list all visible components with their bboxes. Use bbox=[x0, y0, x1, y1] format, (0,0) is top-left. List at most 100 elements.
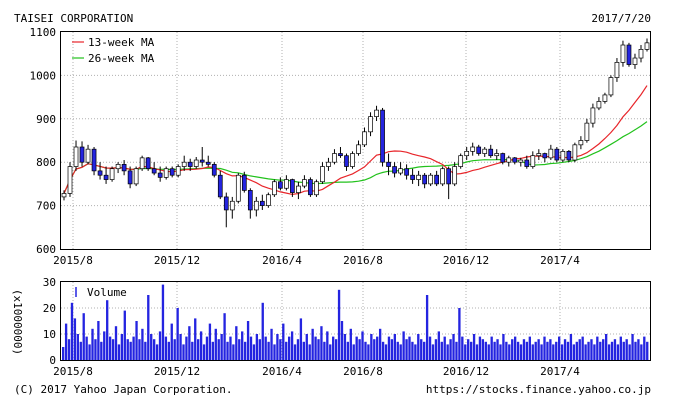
copyright: (C) 2017 Yahoo Japan Corporation. bbox=[14, 383, 233, 396]
volume-bar bbox=[511, 339, 514, 360]
volume-bar bbox=[452, 334, 455, 360]
volume-bar bbox=[513, 336, 517, 360]
volume-bar bbox=[129, 341, 132, 360]
volume-bar bbox=[123, 310, 126, 360]
volume-legend: Volume bbox=[75, 286, 127, 299]
candle-body bbox=[584, 122, 590, 141]
volume-x-tick-label: 2016/12 bbox=[443, 365, 489, 378]
candle-body bbox=[272, 181, 277, 196]
volume-bar bbox=[138, 339, 141, 360]
volume-y-tick-label: 20 bbox=[43, 302, 56, 315]
volume-bar bbox=[396, 341, 399, 360]
volume-bar bbox=[267, 341, 270, 360]
volume-bar bbox=[64, 323, 68, 360]
volume-bar bbox=[628, 344, 631, 360]
candle-body bbox=[302, 179, 307, 187]
volume-bar bbox=[537, 339, 540, 360]
candle-body bbox=[476, 146, 482, 154]
volume-bar bbox=[455, 341, 458, 360]
volume-bar bbox=[376, 336, 379, 360]
volume-bar bbox=[155, 344, 159, 360]
volume-bar bbox=[361, 331, 364, 360]
price-x-tick-label: 2016/8 bbox=[343, 254, 383, 267]
volume-x-tick-label: 2015/8 bbox=[53, 365, 93, 378]
volume-bar bbox=[487, 344, 490, 360]
candle-body bbox=[536, 153, 542, 157]
candle-body bbox=[362, 131, 367, 146]
volume-bar bbox=[581, 336, 584, 360]
volume-bar bbox=[255, 334, 259, 360]
volume-bar bbox=[288, 336, 291, 360]
candle-body bbox=[596, 101, 602, 109]
volume-bar bbox=[141, 328, 144, 360]
volume-bar bbox=[364, 341, 367, 360]
ma26-line bbox=[63, 121, 648, 194]
volume-bar bbox=[314, 336, 317, 360]
volume-bar bbox=[270, 328, 273, 360]
volume-bar bbox=[261, 302, 264, 360]
volume-bar bbox=[546, 341, 549, 360]
volume-bar bbox=[490, 336, 493, 360]
volume-bar bbox=[232, 344, 235, 360]
volume-bar bbox=[508, 344, 511, 360]
candle-body bbox=[638, 49, 644, 59]
candle-body bbox=[290, 179, 295, 193]
price-panel: 600 700 800 900 1000 1100 2015/8 2015/12 2016/4… bbox=[30, 26, 651, 267]
candle-body bbox=[530, 155, 536, 167]
volume-bar bbox=[214, 328, 217, 360]
volume-bar bbox=[337, 289, 341, 360]
candle-body bbox=[482, 148, 488, 154]
candle-body bbox=[79, 146, 85, 163]
volume-bar bbox=[144, 341, 147, 360]
candle-body bbox=[452, 166, 458, 185]
candle-body bbox=[506, 157, 512, 163]
volume-bar bbox=[381, 341, 385, 360]
volume-bar bbox=[616, 344, 620, 360]
volume-bar bbox=[525, 341, 529, 360]
volume-bar bbox=[179, 334, 182, 360]
volume-bar bbox=[106, 300, 109, 360]
volume-bar bbox=[370, 334, 373, 360]
ma26-legend-label: 26-week MA bbox=[88, 52, 155, 65]
volume-bar bbox=[472, 334, 476, 360]
volume-bar bbox=[534, 341, 537, 360]
volume-bar bbox=[164, 336, 168, 360]
volume-bar bbox=[70, 302, 74, 360]
volume-bar bbox=[387, 336, 391, 360]
volume-bar bbox=[458, 308, 461, 360]
candle-body bbox=[440, 168, 445, 185]
candle-body bbox=[380, 109, 385, 163]
volume-bar bbox=[176, 308, 179, 360]
volume-bar bbox=[555, 341, 558, 360]
candle-body bbox=[332, 153, 337, 163]
candle-body bbox=[169, 168, 175, 176]
candle-body bbox=[145, 157, 151, 170]
volume-bar bbox=[572, 344, 576, 360]
candle-body bbox=[187, 161, 193, 167]
volume-bar bbox=[367, 344, 370, 360]
volume-bar bbox=[449, 339, 452, 360]
candle-body bbox=[416, 174, 421, 180]
volume-bar bbox=[205, 336, 209, 360]
volume-bar bbox=[167, 341, 170, 360]
volume-bar bbox=[264, 336, 267, 360]
volume-bar bbox=[393, 334, 396, 360]
volume-bar bbox=[352, 344, 355, 360]
candle-body bbox=[626, 44, 632, 65]
volume-bar bbox=[158, 331, 162, 360]
volume-bar bbox=[464, 344, 467, 360]
candle-body bbox=[205, 161, 211, 165]
volume-bar bbox=[411, 341, 414, 360]
volume-bar bbox=[150, 334, 153, 360]
volume-bar bbox=[355, 336, 358, 360]
candle-body bbox=[644, 42, 650, 50]
company-name: TAISEI CORPORATION bbox=[14, 12, 133, 25]
volume-bar bbox=[399, 344, 402, 360]
candle-body bbox=[350, 153, 355, 167]
candle-body bbox=[542, 153, 548, 159]
volume-bar bbox=[108, 336, 112, 360]
volume-bar bbox=[540, 344, 543, 360]
candle-body bbox=[560, 151, 566, 161]
volume-bar bbox=[73, 318, 77, 360]
